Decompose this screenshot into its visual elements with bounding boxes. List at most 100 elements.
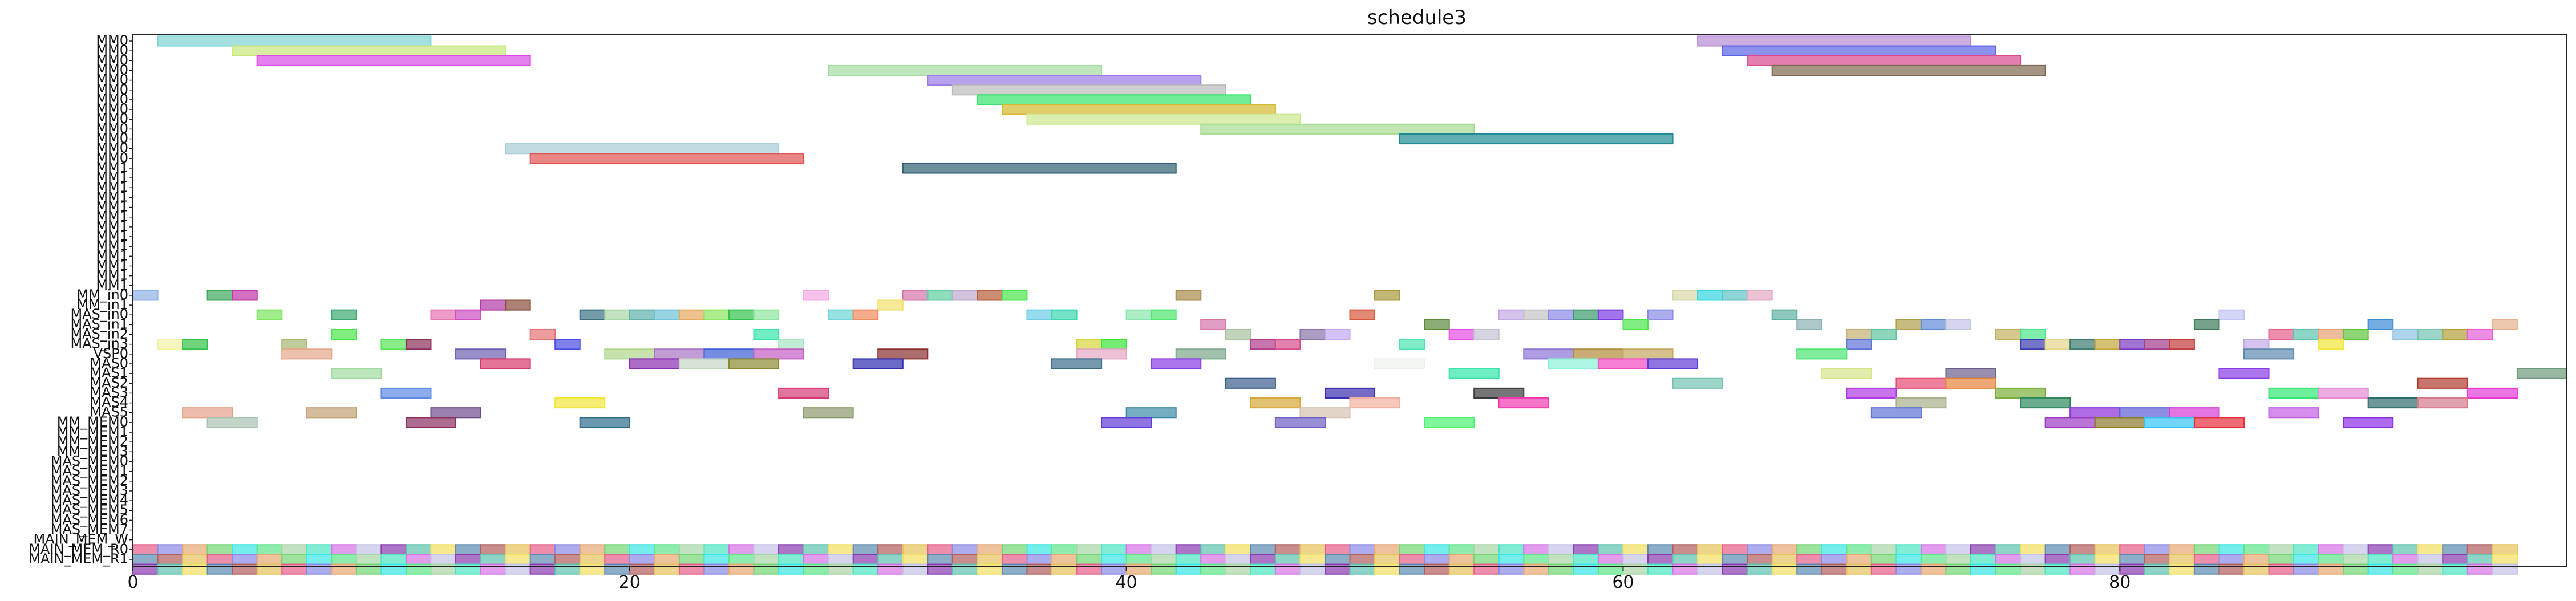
y-tick-label: MM_MEM3 bbox=[57, 443, 128, 459]
task-bar bbox=[951, 554, 978, 565]
task-bar bbox=[2243, 348, 2295, 360]
task-bar bbox=[157, 554, 184, 565]
y-tick-label: MM0 bbox=[96, 33, 128, 48]
y-tick-label: MM1 bbox=[96, 189, 128, 205]
task-bar bbox=[678, 554, 705, 565]
task-bar bbox=[554, 544, 581, 555]
task-bar bbox=[1747, 554, 1773, 565]
y-tick-label: MM0 bbox=[96, 131, 128, 147]
y-tick-label: MM1 bbox=[96, 228, 128, 244]
task-bar bbox=[256, 544, 283, 555]
task-bar bbox=[505, 544, 531, 555]
task-bar bbox=[2094, 339, 2121, 350]
task-bar bbox=[2119, 544, 2145, 555]
task-bar bbox=[1647, 554, 1674, 565]
task-bar bbox=[1597, 544, 1624, 555]
task-bar bbox=[281, 339, 307, 350]
task-bar bbox=[1349, 397, 1400, 409]
task-bar bbox=[1076, 348, 1127, 360]
task-bar bbox=[629, 554, 655, 565]
task-bar bbox=[629, 358, 680, 369]
task-bar bbox=[1374, 544, 1400, 555]
task-bar bbox=[803, 554, 829, 565]
task-bar bbox=[877, 348, 929, 360]
task-bar bbox=[1001, 554, 1028, 565]
y-tick-label: MAS2 bbox=[90, 375, 128, 391]
task-bar bbox=[1771, 64, 2046, 76]
task-bar bbox=[2367, 319, 2394, 330]
task-bar bbox=[1846, 328, 1872, 340]
task-bar bbox=[1622, 319, 1649, 330]
task-bar bbox=[1473, 387, 1525, 399]
task-bar bbox=[182, 554, 208, 565]
task-bar bbox=[1747, 55, 2022, 66]
task-bar bbox=[430, 309, 457, 320]
task-bar bbox=[256, 309, 283, 320]
task-bar bbox=[1200, 123, 1475, 135]
task-bar bbox=[1722, 544, 1748, 555]
task-bar bbox=[2392, 328, 2419, 340]
task-bar bbox=[2218, 309, 2245, 320]
task-bar bbox=[182, 407, 233, 419]
task-bar bbox=[331, 309, 357, 320]
task-bar bbox=[1299, 407, 1351, 419]
task-bar bbox=[1995, 544, 2022, 555]
task-bar bbox=[206, 417, 258, 428]
task-bar bbox=[1548, 554, 1574, 565]
task-bar bbox=[604, 348, 655, 360]
task-bar bbox=[554, 397, 606, 409]
task-bar bbox=[1225, 328, 1251, 340]
y-tick-label: MAS_MEM0 bbox=[51, 453, 128, 469]
task-bar bbox=[1498, 397, 1549, 409]
task-bar bbox=[2218, 544, 2245, 555]
task-bar bbox=[2268, 554, 2295, 565]
task-bar bbox=[480, 554, 507, 565]
plot-frame bbox=[132, 34, 2567, 567]
task-bar bbox=[1274, 339, 1301, 350]
task-bar bbox=[1995, 328, 2022, 340]
task-bar bbox=[306, 554, 333, 565]
task-bar bbox=[2069, 407, 2121, 419]
task-bar bbox=[2020, 339, 2046, 350]
task-bar bbox=[2392, 544, 2419, 555]
task-bar bbox=[380, 544, 407, 555]
task-bar bbox=[1622, 544, 1649, 555]
task-bar bbox=[2367, 397, 2419, 409]
y-tick-label: MM0 bbox=[96, 140, 128, 156]
x-tick-labels: 0 20 40 60 80 bbox=[127, 566, 2131, 592]
task-bar bbox=[1697, 554, 1723, 565]
task-bar bbox=[2193, 554, 2220, 565]
y-tick-label: MAS_MEM7 bbox=[51, 522, 128, 538]
y-tick-label: MM0 bbox=[96, 72, 128, 88]
task-bar bbox=[1870, 544, 1897, 555]
task-bar bbox=[1200, 554, 1226, 565]
y-tick-label: MAS_MEM5 bbox=[51, 502, 128, 518]
task-bar bbox=[1299, 544, 1326, 555]
task-bar bbox=[604, 309, 630, 320]
task-bar bbox=[232, 45, 507, 56]
task-bar bbox=[2020, 554, 2046, 565]
task-bar bbox=[703, 554, 730, 565]
task-bar bbox=[1895, 397, 1947, 409]
task-bar bbox=[405, 339, 432, 350]
task-bar bbox=[380, 339, 407, 350]
task-bar bbox=[1771, 554, 1798, 565]
task-bar bbox=[1771, 309, 1798, 320]
task-bar bbox=[331, 368, 382, 379]
task-bar bbox=[380, 387, 432, 399]
task-bar bbox=[1573, 544, 1599, 555]
task-bar bbox=[629, 309, 655, 320]
task-bar bbox=[828, 64, 1103, 76]
y-tick-label: MM1 bbox=[96, 209, 128, 225]
task-bar bbox=[1473, 544, 1500, 555]
task-bar bbox=[2442, 544, 2468, 555]
task-bar bbox=[2343, 544, 2369, 555]
task-bar bbox=[1175, 348, 1226, 360]
task-bar bbox=[1225, 554, 1251, 565]
task-bar bbox=[2417, 377, 2468, 389]
task-bar bbox=[654, 348, 705, 360]
task-bar bbox=[803, 290, 829, 301]
task-bar bbox=[778, 339, 804, 350]
task-bar bbox=[654, 544, 680, 555]
